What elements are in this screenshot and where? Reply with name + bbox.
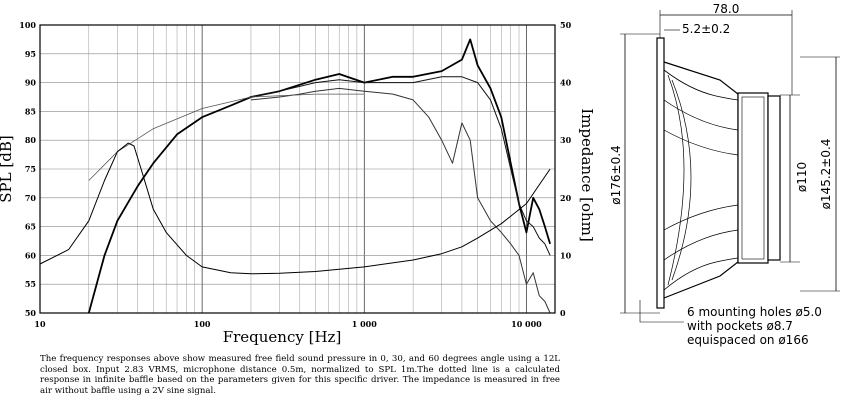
y-tick-label: 95 — [25, 49, 36, 59]
series-line-spl_30deg — [250, 76, 551, 256]
x-tick-label: 10 000 — [511, 319, 542, 329]
cutout-diameter-dimension: ø145.2±0.4 — [819, 139, 833, 210]
magnet-diameter-dimension: ø110 — [795, 162, 809, 192]
y-tick-label: 75 — [25, 164, 36, 174]
mounting-note-line-3: equispaced on ø166 — [687, 333, 809, 347]
y2-tick-label: 0 — [560, 308, 566, 318]
y-tick-label: 90 — [25, 78, 37, 88]
y-tick-label: 80 — [25, 135, 37, 145]
y-tick-label: 55 — [25, 279, 36, 289]
y-tick-label: 85 — [25, 106, 36, 116]
x-tick-label: 10 — [34, 319, 46, 329]
mounting-note-line-1: 6 mounting holes ø5.0 — [687, 305, 822, 319]
plot-frame — [39, 24, 556, 314]
series-line-spl_60deg — [250, 87, 551, 314]
chart-caption: The frequency responses above show measu… — [40, 354, 560, 396]
driver-technical-drawing — [620, 10, 840, 323]
y2-tick-label: 40 — [560, 78, 572, 88]
y2-axis-label: Impedance [ohm] — [578, 108, 596, 242]
outer-diameter-dimension: ø176±0.4 — [609, 145, 623, 204]
y2-tick-label: 30 — [560, 135, 572, 145]
flange-dimension: 5.2±0.2 — [682, 22, 730, 36]
mounting-note-line-2: with pockets ø8.7 — [687, 319, 793, 333]
chart-curves — [39, 38, 551, 314]
dimension-labels: 78.0 5.2±0.2 ø176±0.4 ø110 ø145.2±0.4 6 … — [609, 2, 833, 347]
chart-grid — [39, 24, 555, 314]
series-line-spl_0deg — [87, 38, 551, 314]
x-tick-label: 1 000 — [352, 319, 377, 329]
y-tick-label: 65 — [25, 222, 36, 232]
y2-tick-label: 50 — [560, 20, 572, 30]
y2-tick-label: 20 — [560, 193, 572, 203]
y-axis-label: SPL [dB] — [0, 135, 15, 202]
y-tick-label: 60 — [25, 250, 37, 260]
series-line-impedance — [39, 142, 551, 275]
y-tick-label: 50 — [25, 308, 37, 318]
y-tick-label: 70 — [25, 193, 37, 203]
y-tick-label: 100 — [19, 20, 36, 30]
depth-dimension: 78.0 — [713, 2, 740, 16]
x-axis-label: Frequency [Hz] — [223, 328, 342, 346]
y2-tick-label: 10 — [560, 250, 572, 260]
x-tick-label: 100 — [194, 319, 211, 329]
